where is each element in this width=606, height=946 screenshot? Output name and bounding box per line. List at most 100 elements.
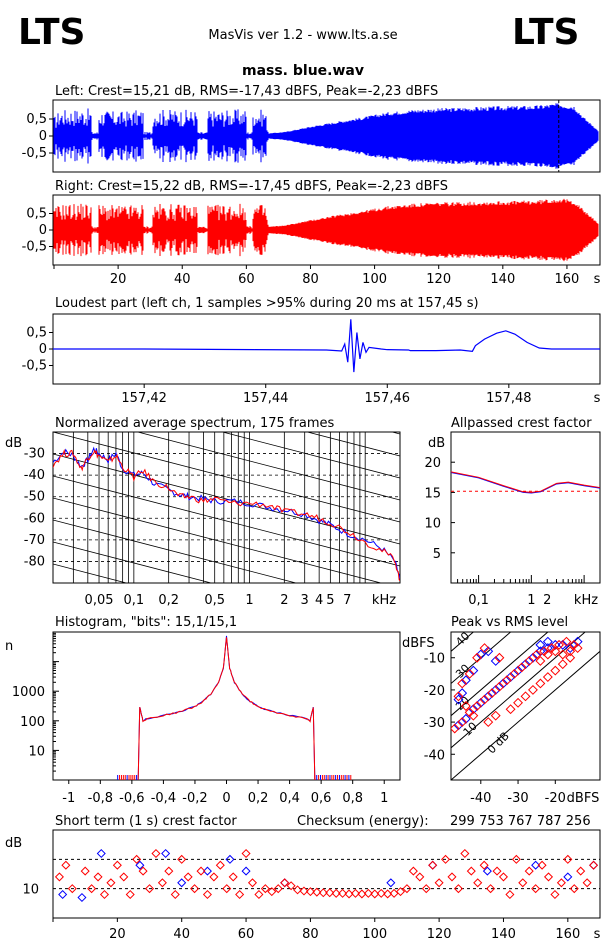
short-term-crest-point — [537, 860, 547, 870]
loudest-part-ytick-label: 0 — [39, 342, 47, 357]
allpassed-crest-series-left — [450, 471, 601, 494]
short-term-crest-frame — [52, 829, 601, 919]
short-term-crest-point — [61, 860, 71, 870]
spectrum-slope-line — [53, 322, 400, 412]
histogram-xtick-label: 0,4 — [279, 791, 300, 806]
short-term-crest-title: Short term (1 s) crest factor — [55, 814, 237, 829]
right-waveform-ytick-label: 0,5 — [26, 207, 47, 222]
peak-vs-rms-xtick-label: -40 — [470, 791, 491, 806]
left-waveform-signal — [53, 103, 599, 169]
short-term-crest-point — [331, 888, 341, 898]
spectrum-slope-line — [53, 762, 400, 852]
short-term-crest-point — [215, 860, 225, 870]
right-waveform-xtick-label: 160 — [555, 272, 580, 287]
histogram-xtick-label: -0,4 — [151, 791, 176, 806]
short-term-crest-point — [119, 872, 129, 882]
peak-vs-rms-point — [483, 646, 494, 657]
peak-vs-rms-point — [565, 643, 576, 654]
allpassed-crest-frame — [450, 431, 601, 584]
short-term-crest-point — [228, 872, 238, 882]
spectrum-slope-line — [53, 652, 400, 742]
short-term-crest-point — [164, 866, 174, 876]
allpassed-crest-ytick-label: 5 — [433, 547, 441, 562]
short-term-crest-point — [524, 866, 534, 876]
short-term-crest-point — [87, 884, 97, 894]
peak-vs-rms-point — [501, 675, 512, 686]
peak-vs-rms-point — [557, 659, 568, 670]
short-term-crest-point — [267, 887, 277, 897]
peak-vs-rms-point — [453, 691, 464, 702]
peak-vs-rms-point — [520, 691, 531, 702]
short-term-crest-xtick-label: 60 — [238, 927, 255, 942]
short-term-crest-point — [305, 887, 315, 897]
spectrum-ytick-label: -80 — [24, 554, 45, 569]
spectrum-slope-line — [53, 674, 400, 764]
spectrum-xtick-label: 0,1 — [124, 593, 145, 608]
peak-vs-rms-point — [535, 639, 546, 650]
short-term-crest-panel: dB 10 20 40 60 80 100 120 140 160 s — [5, 829, 601, 942]
short-term-crest-xtick-label: 20 — [109, 927, 126, 942]
peak-vs-rms-point — [457, 678, 468, 689]
peak-vs-rms-point — [494, 652, 505, 663]
short-term-crest-point — [350, 888, 360, 898]
short-term-crest-xunit: s — [594, 927, 601, 942]
left-waveform-ytick-label: -0,5 — [22, 146, 47, 161]
spectrum-slope-line — [53, 541, 213, 583]
histogram-ylabel: n — [5, 639, 13, 654]
spectrum-xtick-label: 2 — [280, 593, 288, 608]
left-waveform-panel: 0,5 0 -0,5 — [22, 99, 601, 173]
peak-vs-rms-point — [535, 678, 546, 689]
spectrum-title: Normalized average spectrum, 175 frames — [55, 416, 334, 431]
peak-vs-rms-point — [524, 656, 535, 666]
peak-vs-rms-point — [542, 649, 553, 660]
right-waveform-panel: 0,50 -0,5 20 40 60 80 100 120 140 160 s — [22, 194, 601, 287]
spectrum-slope-line — [53, 497, 383, 583]
short-term-crest-point — [125, 890, 135, 900]
short-term-crest-point — [202, 890, 212, 900]
allpassed-crest-ylabel: dB — [428, 436, 445, 451]
short-term-crest-point — [54, 872, 64, 882]
short-term-crest-xtick-label: 140 — [491, 927, 516, 942]
spectrum-series-right — [53, 448, 400, 582]
peak-vs-rms-point — [453, 720, 464, 731]
short-term-crest-point — [260, 884, 270, 894]
spectrum-slope-line — [53, 519, 298, 583]
peak-vs-rms-xtick-label: -20 — [545, 791, 566, 806]
spectrum-xtick-label: 0,5 — [204, 593, 225, 608]
file-name: mass. blue.wav — [242, 63, 364, 79]
short-term-crest-point — [428, 860, 438, 870]
short-term-crest-point — [518, 878, 528, 888]
short-term-crest-point — [482, 866, 492, 876]
short-term-crest-xtick-label: 80 — [302, 927, 319, 942]
peak-vs-rms-point — [561, 636, 572, 647]
short-term-crest-point — [190, 884, 200, 894]
right-waveform-xunit: s — [594, 272, 601, 287]
right-waveform-xtick-label: 20 — [110, 272, 127, 287]
histogram-xtick-label: -0,8 — [88, 791, 113, 806]
short-term-crest-point — [96, 848, 106, 858]
peak-vs-rms-point — [513, 665, 523, 676]
peak-vs-rms-point — [528, 652, 538, 663]
short-term-crest-point — [492, 866, 502, 876]
short-term-crest-point — [395, 887, 406, 897]
peak-vs-rms-point — [468, 710, 479, 721]
short-term-crest-point — [344, 889, 354, 899]
peak-vs-rms-point — [513, 697, 523, 708]
peak-vs-rms-point — [490, 656, 501, 666]
peak-vs-rms-ytick-label: -20 — [424, 684, 445, 699]
short-term-crest-point — [183, 872, 193, 882]
short-term-crest-point — [376, 888, 386, 898]
spectrum-ytick-label: -50 — [24, 490, 45, 505]
spectrum-slope-line — [305, 432, 400, 457]
peak-vs-rms-point — [490, 684, 501, 695]
peak-vs-rms-point — [565, 646, 576, 657]
allpassed-crest-ytick-label: 10 — [424, 517, 441, 532]
peak-vs-rms-point — [572, 643, 583, 654]
peak-vs-rms-diagonal — [451, 632, 586, 749]
peak-vs-rms-diagonal — [451, 632, 549, 717]
allpassed-crest-xtick-label: 1 — [527, 593, 535, 608]
short-term-crest-point — [135, 860, 145, 870]
histogram-xtick-label: 0,8 — [342, 791, 363, 806]
histogram-xtick-label: -0,2 — [182, 791, 207, 806]
